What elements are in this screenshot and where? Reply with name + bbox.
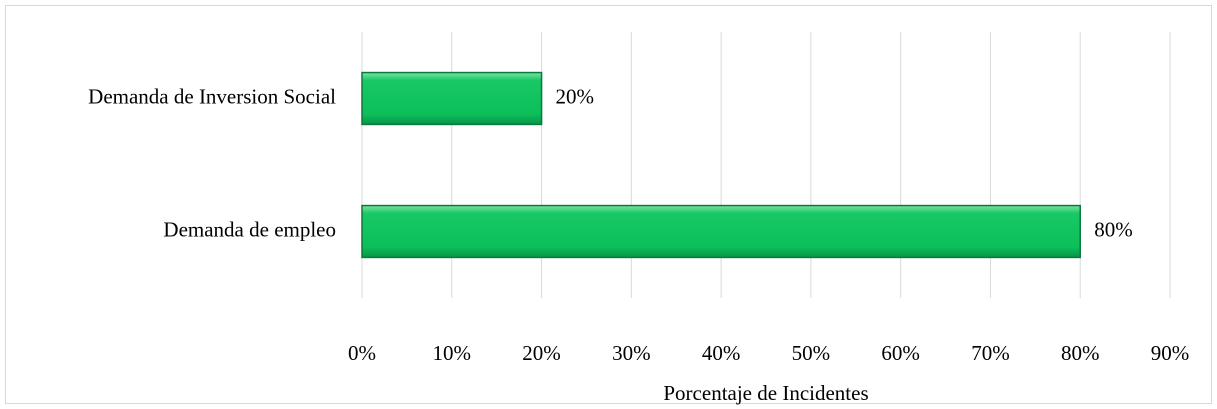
- x-axis-label: Porcentaje de Incidentes: [663, 381, 868, 405]
- bar: [361, 71, 543, 126]
- x-tick-label: 90%: [1151, 341, 1190, 365]
- y-tick-label: Demanda de empleo: [163, 217, 336, 241]
- bar: [361, 204, 1081, 259]
- data-label: 80%: [1094, 217, 1133, 241]
- x-tick-label: 10%: [433, 341, 472, 365]
- x-tick-label: 40%: [702, 341, 741, 365]
- x-tick-label: 50%: [792, 341, 831, 365]
- x-tick-label: 30%: [612, 341, 651, 365]
- x-tick-label: 80%: [1061, 341, 1100, 365]
- data-label: 20%: [556, 84, 595, 108]
- x-tick-label: 0%: [348, 341, 376, 365]
- x-tick-label: 60%: [881, 341, 920, 365]
- x-tick-label: 20%: [522, 341, 561, 365]
- y-tick-label: Demanda de Inversion Social: [88, 84, 336, 108]
- chart-border: [5, 5, 1212, 404]
- x-tick-label: 70%: [971, 341, 1010, 365]
